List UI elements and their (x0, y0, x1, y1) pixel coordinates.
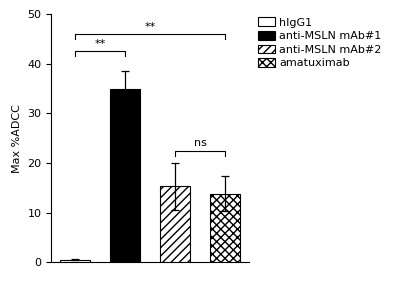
Bar (110, 89, 140, 262)
Legend: hIgG1, anti-MSLN mAb#1, anti-MSLN mAb#2, amatuximab: hIgG1, anti-MSLN mAb#1, anti-MSLN mAb#2,… (258, 17, 382, 68)
Text: **: ** (94, 39, 106, 49)
Bar (210, 194, 240, 262)
Text: ns: ns (194, 138, 207, 148)
Bar (160, 186, 190, 262)
Y-axis label: Max %ADCC: Max %ADCC (12, 104, 22, 173)
Text: **: ** (145, 22, 156, 32)
Bar (60, 260, 90, 262)
